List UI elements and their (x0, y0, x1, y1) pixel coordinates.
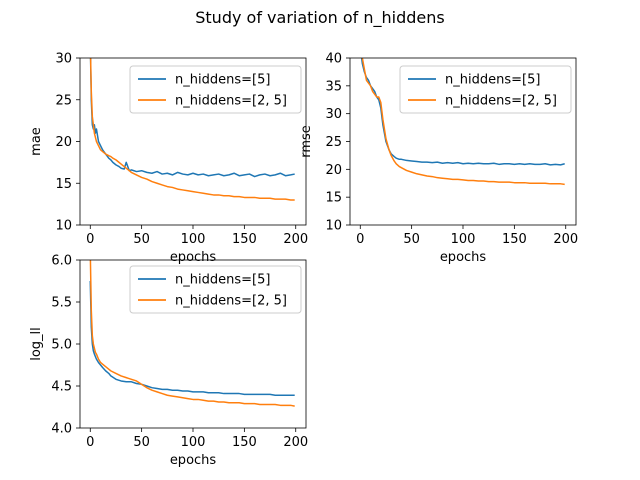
series-line-2 (89, 260, 295, 407)
y-tick-label: 4.0 (51, 422, 72, 437)
y-tick-label: 35 (325, 79, 342, 94)
x-axis-label: epochs (440, 250, 487, 265)
y-axis-label: log_ll (29, 327, 44, 361)
y-tick-label: 5.5 (51, 296, 72, 311)
x-tick-label: 200 (283, 435, 308, 450)
y-axis-label: mae (29, 127, 44, 156)
legend: n_hiddens=[5] n_hiddens=[2, 5] (129, 265, 302, 314)
series-line-1 (89, 58, 295, 178)
y-tick-label: 15 (325, 191, 342, 206)
axes-layer: 0 50 100 150 2001015202530epochsmaen_hiddens… (29, 52, 578, 469)
y-tick-label: 5.0 (51, 338, 72, 353)
x-tick-label: 100 (181, 435, 206, 450)
legend-label: n_hiddens=[2, 5] (175, 294, 287, 309)
x-axis-label: epochs (170, 250, 217, 265)
x-tick-label: 0 (356, 232, 364, 247)
x-tick-label: 200 (283, 232, 308, 247)
y-tick-label: 30 (55, 52, 72, 67)
y-tick-label: 30 (325, 107, 342, 122)
y-tick-label: 25 (325, 135, 342, 150)
x-tick-label: 50 (133, 435, 150, 450)
legend-label: n_hiddens=[5] (175, 73, 270, 88)
y-tick-label: 15 (55, 177, 72, 192)
subplot-3: 0 50 100 150 200 4.0 4.5 5.0 5.5 6.0 epochs log_ll n… (29, 254, 308, 469)
x-tick-label: 150 (232, 232, 257, 247)
y-tick-label: 20 (325, 163, 342, 178)
legend-label: n_hiddens=[2, 5] (445, 94, 557, 109)
legend-label: n_hiddens=[2, 5] (175, 94, 287, 109)
x-tick-label: 200 (553, 232, 578, 247)
x-tick-label: 50 (133, 232, 150, 247)
legend-frame (129, 265, 302, 314)
x-tick-label: 100 (181, 232, 206, 247)
y-tick-label: 10 (55, 219, 72, 234)
subplot-2: 0 50 100 150 200 10 15 20 25 30 35 40 epochs rmse n_hi… (299, 52, 578, 266)
x-tick-label: 50 (403, 232, 420, 247)
x-tick-label: 100 (451, 232, 476, 247)
x-tick-label: 0 (86, 435, 94, 450)
series-line-1 (360, 58, 565, 166)
legend-label: n_hiddens=[5] (445, 73, 540, 88)
series-line-1 (89, 280, 295, 396)
y-tick-label: 20 (55, 135, 72, 150)
y-tick-label: 25 (55, 93, 72, 108)
legend-label: n_hiddens=[5] (175, 273, 270, 288)
series-line-2 (89, 58, 295, 201)
x-tick-label: 150 (232, 435, 257, 450)
y-tick-label: 10 (325, 219, 342, 234)
subplot-1: 0 50 100 150 200 10 15 20 25 30 epochs mae n_hiddens… (29, 52, 308, 266)
legend-frame (399, 65, 572, 114)
y-tick-label: 4.5 (51, 380, 72, 395)
y-tick-label: 6.0 (51, 254, 72, 269)
series-line-2 (361, 58, 565, 186)
x-axis-label: epochs (170, 453, 217, 468)
legend: n_hiddens=[5] n_hiddens=[2, 5] (399, 65, 572, 114)
legend: n_hiddens=[5] n_hiddens=[2, 5] (129, 65, 302, 114)
y-axis-label: rmse (299, 125, 314, 158)
y-tick-label: 40 (325, 52, 342, 67)
x-tick-label: 150 (502, 232, 527, 247)
figure-title: Study of variation of n_hiddens (195, 8, 445, 28)
legend-frame (129, 65, 302, 114)
x-tick-label: 0 (86, 232, 94, 247)
